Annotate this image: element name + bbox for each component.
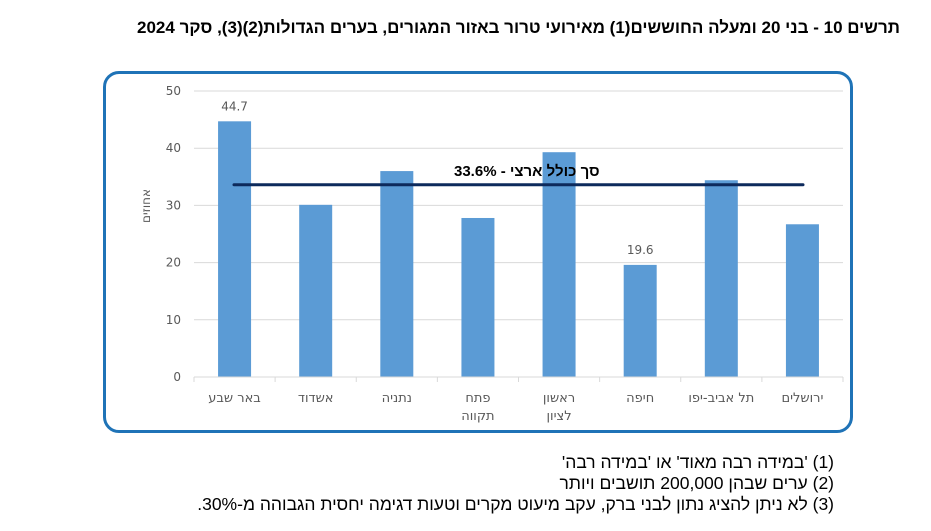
y-axis-ticks: 0 10 20 30 40 50 <box>166 84 181 384</box>
bar <box>299 204 333 377</box>
data-label: 19.6 <box>627 243 654 257</box>
category-label: תקווה <box>461 409 494 424</box>
category-label: נתניה <box>382 391 412 406</box>
footnote-2: (2) ערים שבהן 200,000 תושבים ויותר <box>559 473 834 493</box>
bar <box>380 171 414 377</box>
category-label: תל אביב-יפו <box>688 391 754 406</box>
y-axis-title: אחוזים <box>139 189 153 223</box>
bar <box>623 264 657 377</box>
reference-line-label: סך כולל ארצי - 33.6% <box>454 163 600 180</box>
footnote-1: (1) 'במידה רבה מאוד' או 'במידה רבה' <box>561 452 834 472</box>
bar <box>785 224 819 377</box>
reference-line-group: סך כולל ארצי - 33.6% <box>232 163 805 187</box>
category-label: חיפה <box>626 391 654 406</box>
bar <box>542 152 576 377</box>
y-tick-label: 10 <box>166 313 181 327</box>
chart-title: תרשים 10 - בני 20 ומעלה החוששים(1) מאירו… <box>137 18 900 37</box>
bars: 19.6 44.7 <box>218 99 819 377</box>
x-axis <box>193 376 844 382</box>
category-label: באר שבע <box>208 391 261 406</box>
footnote-3: (3) לא ניתן להציג נתון לבני ברק, עקב מיע… <box>197 494 834 514</box>
category-label: אשדוד <box>298 391 334 406</box>
category-label: פתח <box>465 391 490 406</box>
y-tick-label: 40 <box>166 141 181 155</box>
data-label: 44.7 <box>221 99 248 113</box>
footnotes: (1) 'במידה רבה מאוד' או 'במידה רבה' (2) … <box>197 452 834 515</box>
bar <box>461 217 495 377</box>
bar <box>218 121 252 377</box>
category-label: ראשון <box>543 391 575 406</box>
y-tick-label: 0 <box>173 370 181 384</box>
y-tick-label: 20 <box>166 256 181 270</box>
x-axis-categories: ירושלים תל אביב-יפו חיפה ראשון לציון פתח תקווה… <box>208 391 823 424</box>
y-tick-label: 50 <box>166 84 181 98</box>
bar <box>704 180 738 377</box>
y-tick-label: 30 <box>166 198 181 212</box>
gridlines <box>194 90 843 321</box>
category-label: לציון <box>547 409 572 424</box>
category-label: ירושלים <box>781 391 823 406</box>
